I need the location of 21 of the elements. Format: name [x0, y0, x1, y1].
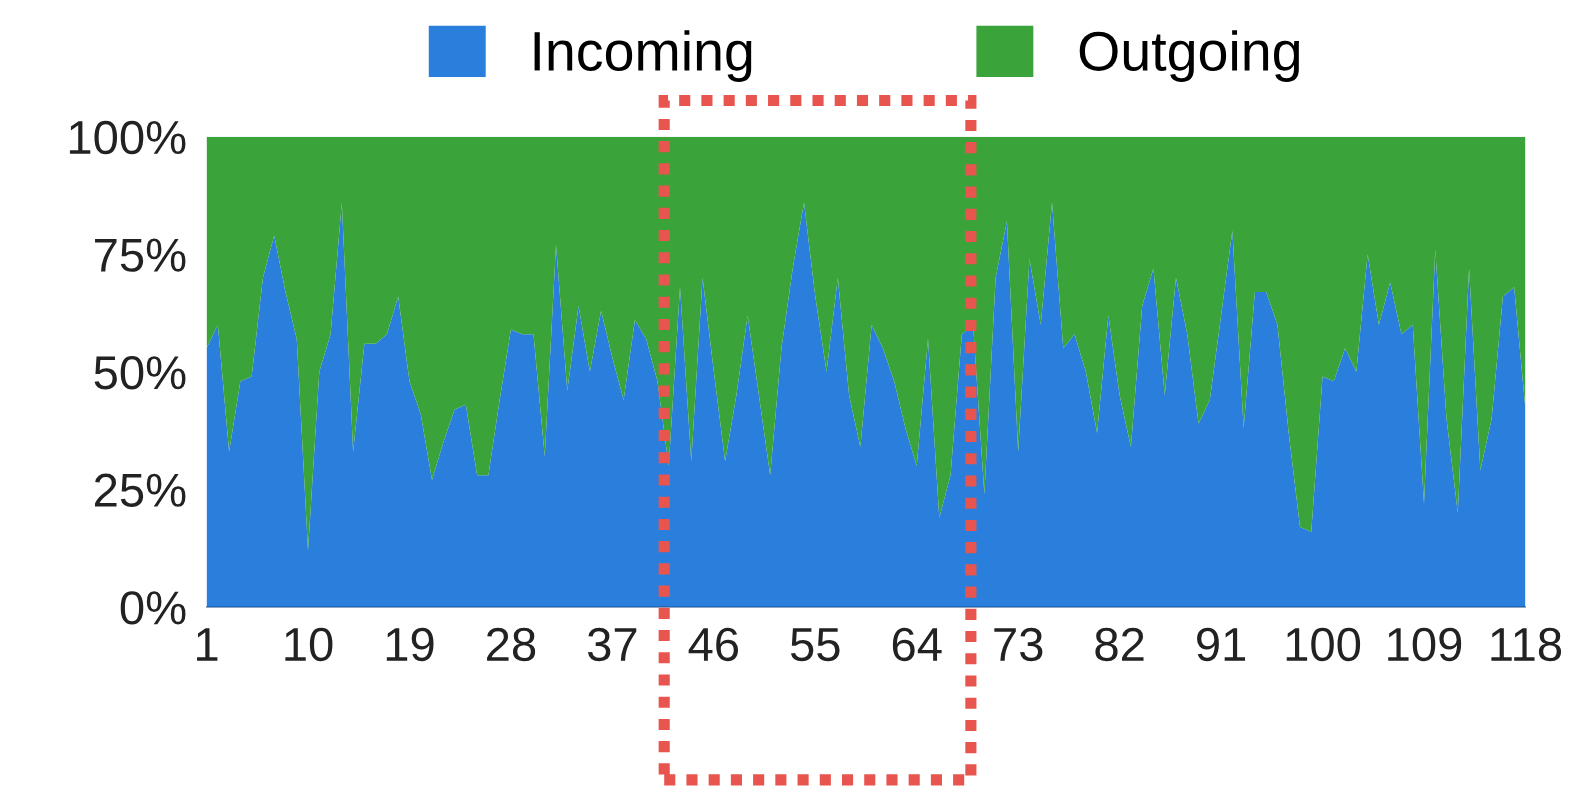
x-tick-label: 118 — [1491, 627, 1562, 662]
y-tick-label: 100% — [69, 120, 186, 155]
x-tick-label: 1 — [197, 628, 218, 661]
y-tick-label: 25% — [94, 473, 186, 508]
y-tick-label: 0% — [120, 591, 186, 625]
x-tick-label: 100 — [1286, 627, 1361, 662]
x-tick-label: 19 — [386, 627, 434, 662]
x-tick-label: 55 — [790, 628, 840, 662]
x-tick-label: 82 — [1095, 627, 1144, 662]
y-tick-label: 50% — [94, 355, 186, 390]
legend-label: Outgoing — [1079, 30, 1299, 82]
x-tick-label: 10 — [285, 627, 333, 662]
x-tick-label: 46 — [688, 627, 739, 662]
x-tick-label: 28 — [487, 627, 536, 662]
y-tick-label: 75% — [95, 238, 186, 272]
x-tick-label: 73 — [994, 627, 1043, 662]
legend-label: Incoming — [534, 30, 752, 82]
x-tick-label: 91 — [1197, 627, 1246, 662]
x-tick-label: 37 — [587, 627, 637, 662]
x-tick-label: 109 — [1388, 627, 1462, 662]
x-tick-label: 64 — [892, 627, 942, 662]
